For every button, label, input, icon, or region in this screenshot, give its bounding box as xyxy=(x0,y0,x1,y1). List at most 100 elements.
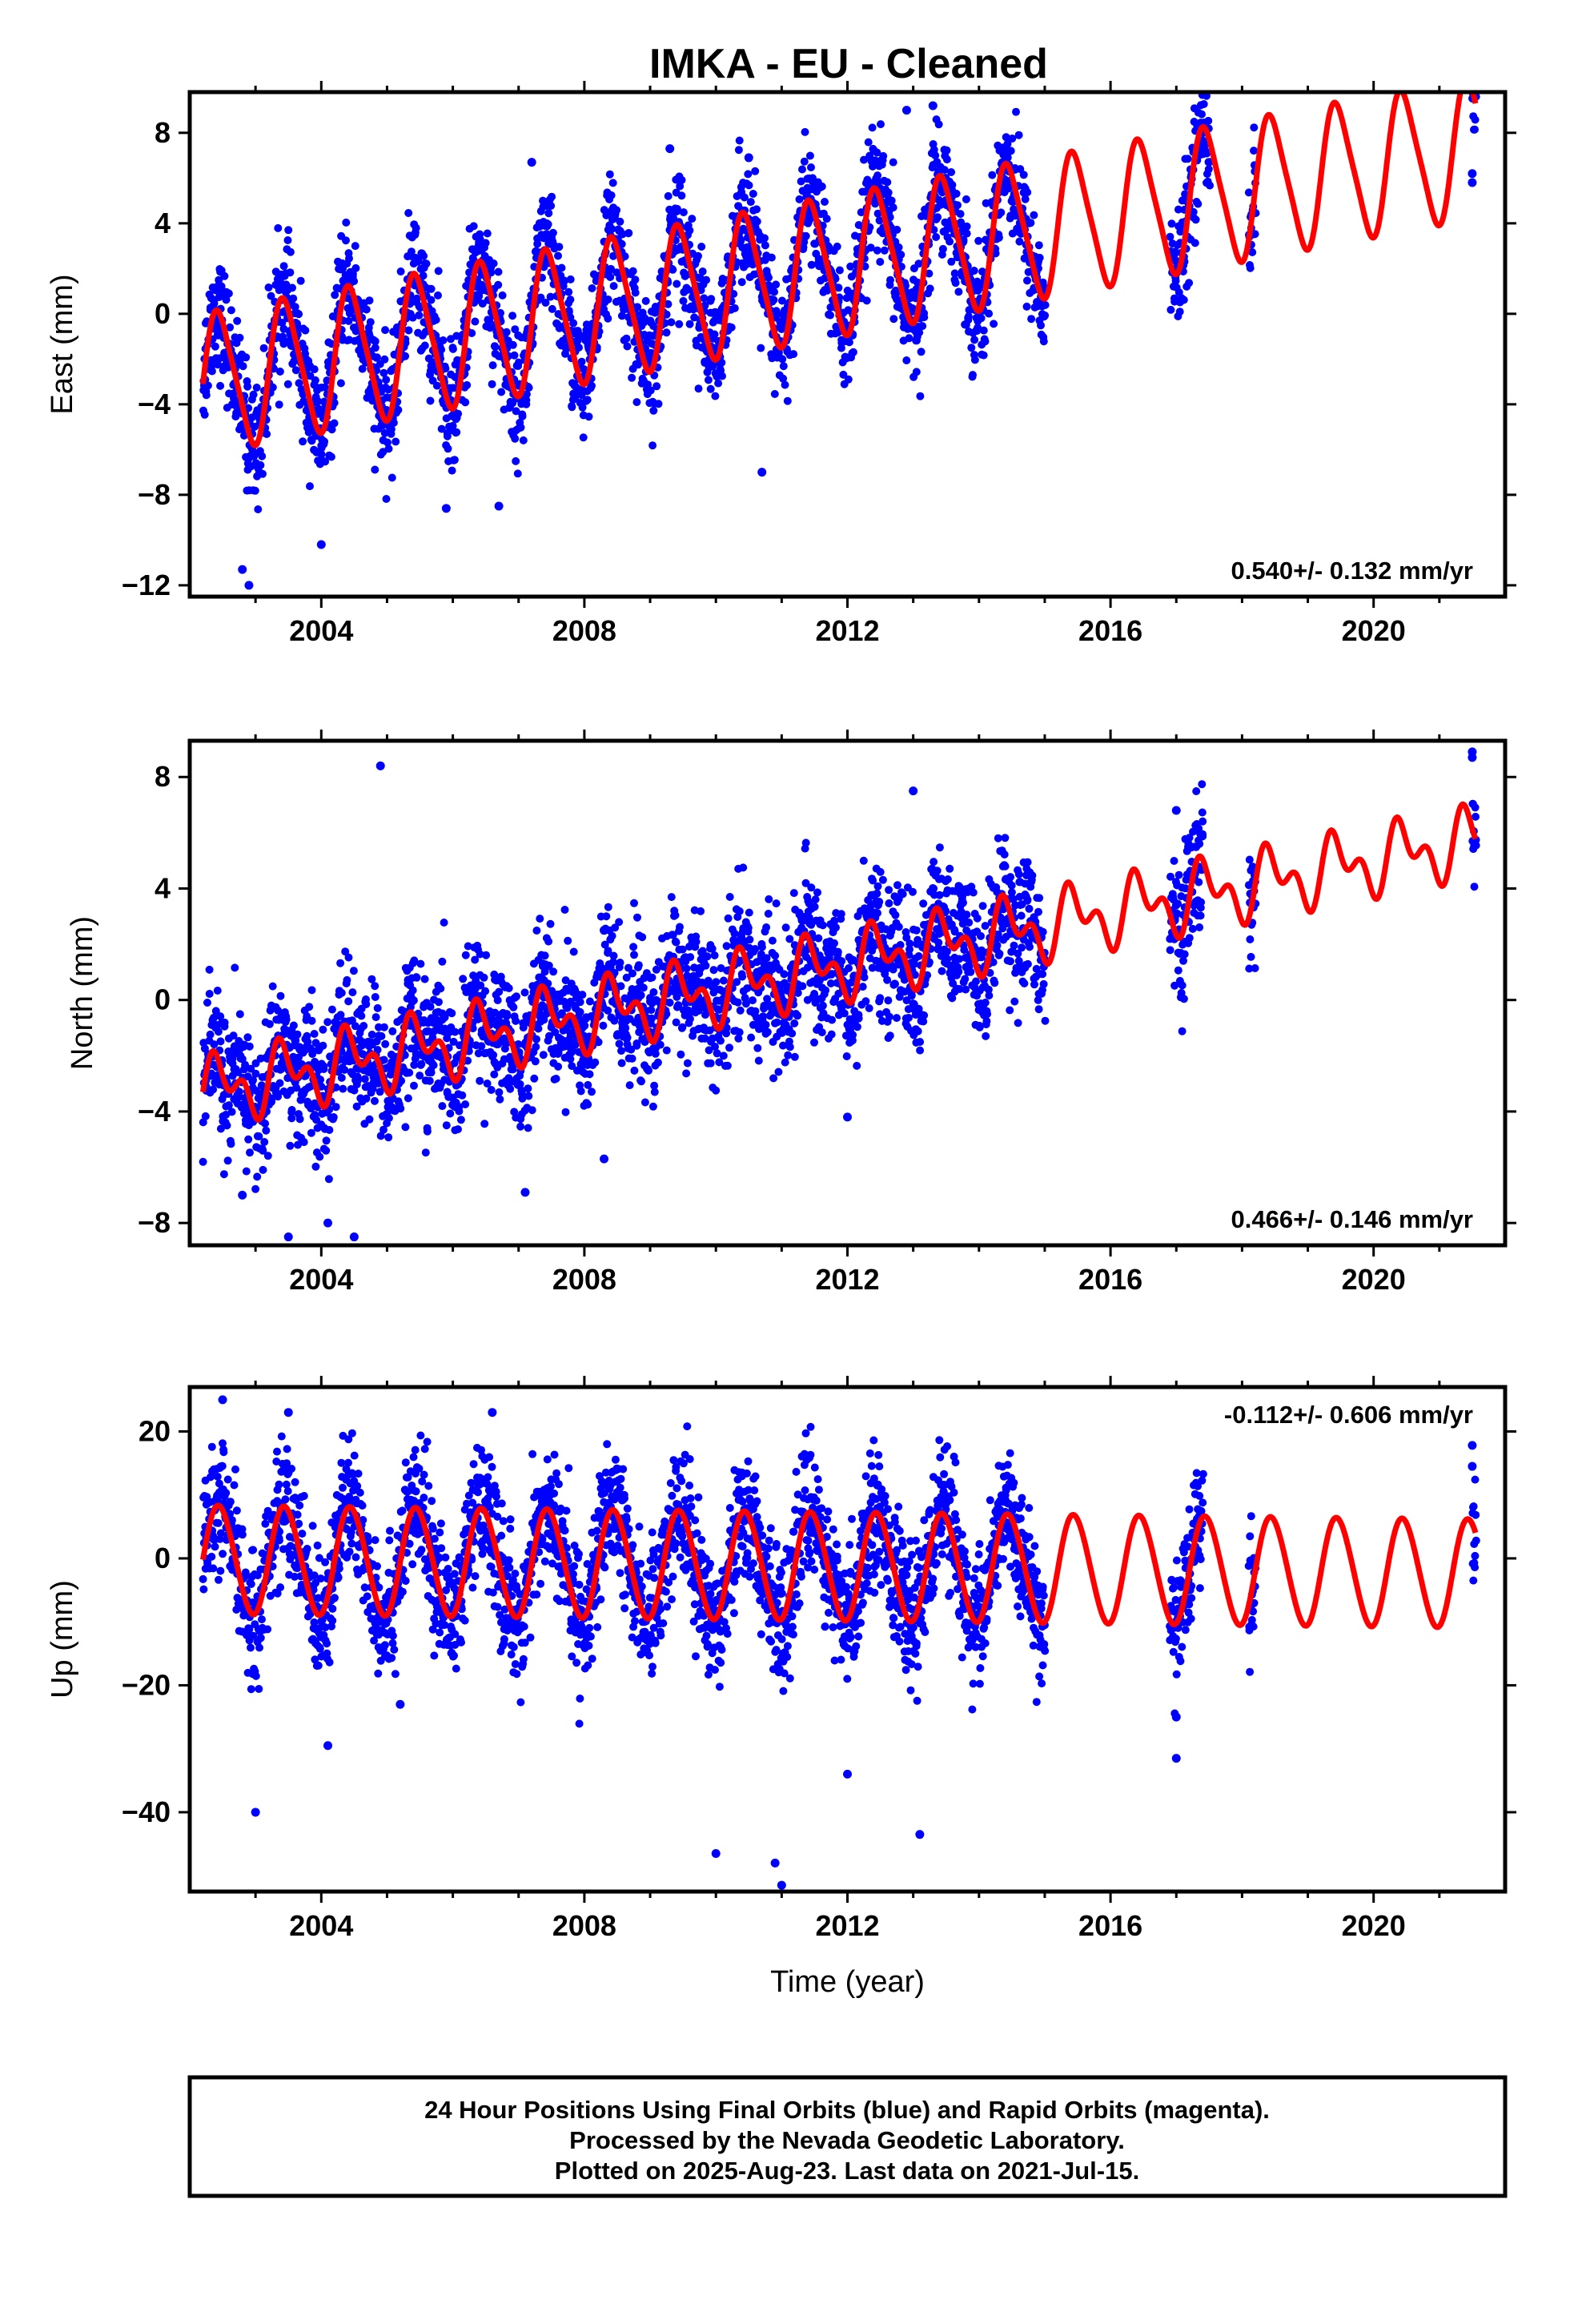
observation-point xyxy=(391,437,400,446)
observation-point xyxy=(288,283,296,292)
observation-point xyxy=(697,243,706,251)
observation-point xyxy=(954,201,962,210)
observation-point xyxy=(705,1046,713,1055)
observation-point xyxy=(321,457,330,466)
observation-point xyxy=(712,1086,721,1095)
observation-point xyxy=(408,986,417,995)
observation-point xyxy=(315,1152,324,1161)
observation-point xyxy=(648,973,656,982)
observation-point xyxy=(609,282,618,291)
observation-point xyxy=(459,975,468,983)
observation-point xyxy=(1174,205,1182,214)
observation-point xyxy=(487,1086,496,1094)
observation-point xyxy=(209,1085,218,1094)
observation-point xyxy=(461,951,470,959)
observation-point xyxy=(566,296,575,304)
observation-point xyxy=(878,875,887,884)
observation-point xyxy=(905,945,913,954)
observation-point xyxy=(365,1115,374,1124)
observation-point xyxy=(560,906,569,914)
observation-point xyxy=(1015,237,1024,246)
observation-point xyxy=(211,1007,220,1015)
observation-point xyxy=(905,939,914,948)
observation-point xyxy=(579,433,588,442)
observation-point xyxy=(324,1175,333,1184)
observation-point xyxy=(1170,294,1178,303)
observation-point xyxy=(797,177,805,186)
observation-point xyxy=(448,344,457,353)
observation-point xyxy=(956,210,965,219)
observation-point xyxy=(624,963,632,972)
observation-point xyxy=(476,1076,484,1085)
observation-point xyxy=(628,373,636,382)
observation-point xyxy=(292,1084,301,1092)
observation-point xyxy=(528,1106,536,1115)
observation-point xyxy=(781,923,790,932)
observation-point xyxy=(685,226,694,235)
observation-point xyxy=(623,1033,632,1042)
observation-point xyxy=(534,1024,543,1033)
observation-point xyxy=(630,899,638,907)
rate-annotation: 0.540+/- 0.132 mm/yr xyxy=(1231,557,1473,585)
observation-point xyxy=(555,243,564,251)
observation-point xyxy=(785,1043,794,1051)
observation-point xyxy=(723,1061,732,1070)
observation-point xyxy=(652,965,661,974)
observation-point xyxy=(734,146,743,155)
observation-point xyxy=(622,334,631,343)
observation-point xyxy=(947,168,956,176)
observation-point xyxy=(275,368,284,376)
outlier-point xyxy=(441,504,451,513)
y-axis-label: East (mm) xyxy=(46,274,79,414)
observation-point xyxy=(765,273,773,282)
observation-point xyxy=(420,341,429,350)
observation-point xyxy=(942,155,951,164)
observation-point xyxy=(1246,263,1255,272)
observation-point xyxy=(362,1094,371,1103)
observation-point xyxy=(662,310,671,319)
observation-point xyxy=(653,1058,662,1067)
observation-point xyxy=(862,296,871,305)
observation-point xyxy=(599,1021,608,1030)
observation-point xyxy=(762,954,771,963)
observation-point xyxy=(249,1076,257,1084)
observation-point xyxy=(876,1010,884,1019)
observation-point xyxy=(512,407,520,416)
observation-point xyxy=(316,1076,325,1084)
observation-point xyxy=(885,1031,894,1040)
observation-point xyxy=(853,1023,861,1031)
observation-point xyxy=(522,396,531,404)
observation-point xyxy=(1191,239,1199,247)
observation-point xyxy=(520,988,529,997)
observation-point xyxy=(1177,224,1185,233)
observation-point xyxy=(854,1014,863,1023)
observation-point xyxy=(1041,300,1050,309)
observation-point xyxy=(746,198,755,207)
observation-point xyxy=(362,305,371,314)
observation-point xyxy=(424,1027,433,1035)
observation-point xyxy=(588,284,596,292)
observation-point xyxy=(226,323,235,332)
observation-point xyxy=(826,311,834,320)
outlier-point xyxy=(928,101,938,111)
observation-point xyxy=(337,1073,346,1082)
observation-point xyxy=(896,941,905,949)
observation-point xyxy=(877,120,885,129)
observation-point xyxy=(494,267,503,276)
observation-point xyxy=(672,1018,681,1027)
observation-point xyxy=(664,300,673,308)
observation-point xyxy=(604,314,612,323)
observation-point xyxy=(341,947,350,956)
observation-point xyxy=(274,1092,283,1101)
observation-point xyxy=(496,972,505,981)
observation-point xyxy=(889,203,897,212)
observation-point xyxy=(511,434,520,443)
observation-point xyxy=(432,316,440,324)
observation-point xyxy=(251,1069,260,1078)
observation-point xyxy=(842,1052,851,1060)
observation-point xyxy=(703,952,712,961)
observation-point xyxy=(476,981,485,990)
observation-point xyxy=(305,1003,314,1011)
observation-point xyxy=(337,988,346,997)
y-tick-label: 8 xyxy=(155,116,171,149)
